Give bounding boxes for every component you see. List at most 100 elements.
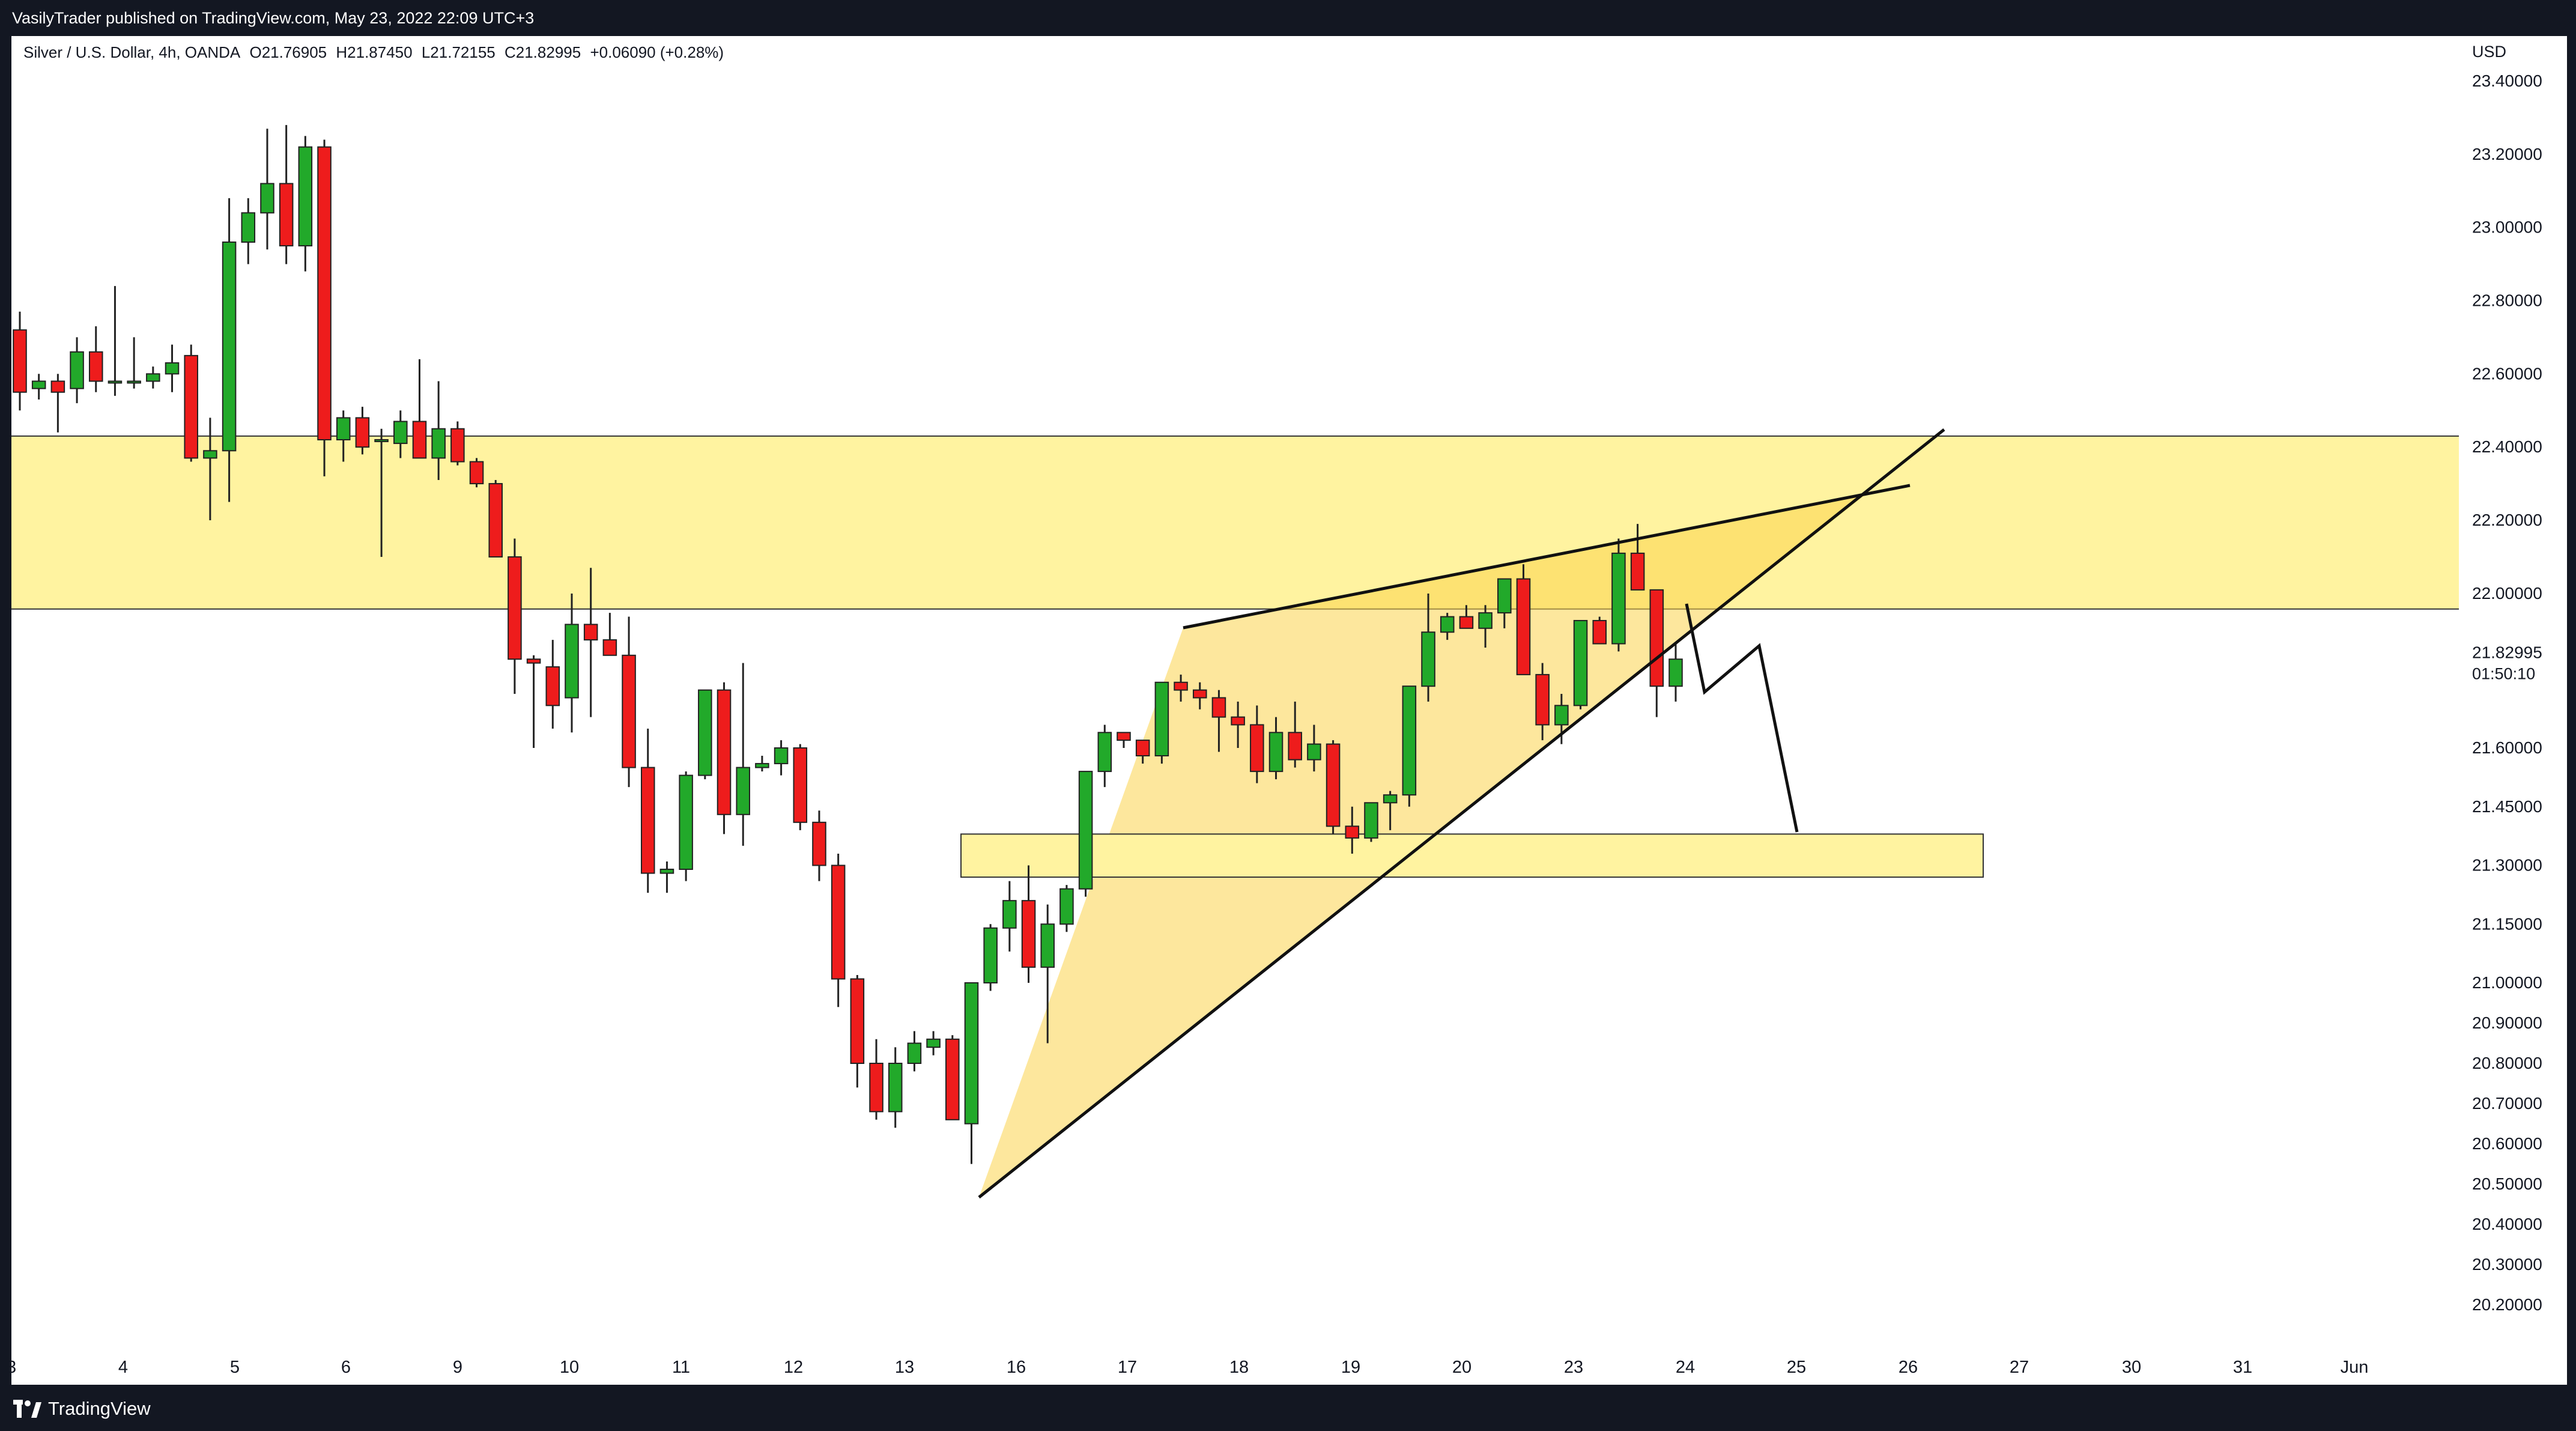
candle-body[interactable] bbox=[622, 654, 636, 768]
candle-body[interactable] bbox=[1440, 616, 1455, 633]
candle-body[interactable] bbox=[983, 927, 998, 984]
candle-body[interactable] bbox=[31, 380, 46, 389]
candle-body[interactable] bbox=[1174, 681, 1188, 691]
candle-body[interactable] bbox=[1097, 732, 1112, 773]
candle-body[interactable] bbox=[755, 763, 769, 768]
candle-body[interactable] bbox=[184, 354, 198, 459]
candle-body[interactable] bbox=[1231, 716, 1245, 726]
candle-body[interactable] bbox=[1630, 552, 1645, 591]
candlestick-chart[interactable]: USD 23.40000 23.20000 23.00000 22.80000 22.60… bbox=[7, 36, 2567, 1385]
y-tick-label: 21.00000 bbox=[2472, 973, 2542, 992]
candle-body[interactable] bbox=[964, 982, 979, 1125]
candle-body[interactable] bbox=[298, 146, 313, 247]
candle-body[interactable] bbox=[1535, 673, 1550, 726]
y-tick-label: 20.60000 bbox=[2472, 1134, 2542, 1153]
candle-body[interactable] bbox=[13, 329, 27, 393]
tradingview-logo[interactable]: TradingView bbox=[13, 1397, 151, 1421]
candle-body[interactable] bbox=[336, 417, 351, 440]
x-tick-label: 30 bbox=[2122, 1358, 2141, 1377]
candle-body[interactable] bbox=[850, 978, 865, 1064]
candle-body[interactable] bbox=[1040, 923, 1055, 968]
candle-body[interactable] bbox=[698, 689, 712, 776]
candle-body[interactable] bbox=[1117, 732, 1131, 741]
candle-body[interactable] bbox=[450, 428, 465, 463]
y-tick-label: 21.60000 bbox=[2472, 738, 2542, 757]
candle-body[interactable] bbox=[393, 421, 408, 445]
candle-body[interactable] bbox=[127, 380, 141, 384]
candle-body[interactable] bbox=[1002, 900, 1017, 929]
candle-body[interactable] bbox=[1021, 900, 1036, 968]
candle-body[interactable] bbox=[1078, 771, 1093, 890]
chart-panel[interactable]: USD 23.40000 23.20000 23.00000 22.80000 22.60… bbox=[7, 36, 2567, 1385]
candle-body[interactable] bbox=[1307, 743, 1321, 761]
y-tick-label: 22.20000 bbox=[2472, 511, 2542, 529]
candle-body[interactable] bbox=[1326, 743, 1341, 827]
candle-body[interactable] bbox=[355, 417, 370, 448]
candle-body[interactable] bbox=[565, 624, 579, 699]
candle-body[interactable] bbox=[602, 639, 617, 656]
candle-body[interactable] bbox=[869, 1063, 883, 1113]
candle-body[interactable] bbox=[1211, 697, 1226, 718]
candle-body[interactable] bbox=[888, 1063, 903, 1113]
candle-body[interactable] bbox=[1668, 658, 1683, 687]
candle-body[interactable] bbox=[1059, 888, 1074, 925]
candle-body[interactable] bbox=[526, 658, 541, 664]
candle-body[interactable] bbox=[1611, 552, 1626, 645]
candle-body[interactable] bbox=[1554, 705, 1569, 726]
candle-body[interactable] bbox=[317, 146, 332, 440]
candle-body[interactable] bbox=[1478, 612, 1493, 629]
candle-body[interactable] bbox=[241, 212, 256, 243]
candle-body[interactable] bbox=[1135, 740, 1150, 757]
candle-body[interactable] bbox=[793, 747, 808, 823]
candle-body[interactable] bbox=[907, 1042, 922, 1064]
candle-body[interactable] bbox=[945, 1038, 960, 1120]
candle-body[interactable] bbox=[717, 689, 732, 815]
candle-body[interactable] bbox=[1497, 578, 1512, 614]
x-tick-label: 25 bbox=[1787, 1358, 1806, 1377]
y-tick-label: 22.60000 bbox=[2472, 364, 2542, 383]
candle-body[interactable] bbox=[679, 774, 693, 870]
candle-body[interactable] bbox=[1383, 794, 1398, 804]
x-tick-label: 3 bbox=[11, 1358, 16, 1377]
candle-body[interactable] bbox=[1250, 724, 1264, 773]
candle-body[interactable] bbox=[1192, 689, 1207, 699]
candle-body[interactable] bbox=[279, 183, 294, 247]
candle-body[interactable] bbox=[1573, 619, 1588, 706]
candle-body[interactable] bbox=[108, 380, 123, 384]
candle-body[interactable] bbox=[1592, 619, 1607, 645]
y-tick-label: 23.40000 bbox=[2472, 71, 2542, 90]
candle-body[interactable] bbox=[488, 483, 503, 558]
candle-body[interactable] bbox=[545, 666, 560, 706]
candle-body[interactable] bbox=[260, 183, 274, 214]
candle-body[interactable] bbox=[203, 450, 217, 459]
candle-body[interactable] bbox=[640, 767, 655, 874]
candle-body[interactable] bbox=[583, 624, 598, 641]
candle-body[interactable] bbox=[1649, 589, 1664, 687]
candle-body[interactable] bbox=[1345, 825, 1360, 839]
candle-body[interactable] bbox=[165, 362, 180, 375]
candle-body[interactable] bbox=[659, 869, 674, 874]
candle-body[interactable] bbox=[1288, 732, 1302, 761]
candle-body[interactable] bbox=[1516, 578, 1531, 675]
candle-body[interactable] bbox=[70, 351, 84, 389]
candle-body[interactable] bbox=[469, 461, 484, 485]
candle-body[interactable] bbox=[774, 747, 789, 765]
candle-body[interactable] bbox=[1402, 685, 1417, 796]
candle-body[interactable] bbox=[50, 380, 65, 393]
candle-body[interactable] bbox=[88, 351, 103, 382]
candle-body[interactable] bbox=[146, 373, 160, 382]
candle-body[interactable] bbox=[1421, 631, 1435, 687]
candle-body[interactable] bbox=[831, 864, 846, 980]
candle-body[interactable] bbox=[374, 439, 389, 442]
candle-body[interactable] bbox=[508, 556, 522, 660]
candle-body[interactable] bbox=[431, 428, 446, 459]
candle-body[interactable] bbox=[1154, 681, 1169, 757]
candle-body[interactable] bbox=[812, 821, 826, 866]
candle-body[interactable] bbox=[1364, 802, 1378, 839]
candle-body[interactable] bbox=[926, 1038, 941, 1048]
candle-body[interactable] bbox=[1459, 616, 1474, 629]
candle-body[interactable] bbox=[736, 767, 750, 815]
candle-body[interactable] bbox=[222, 242, 237, 452]
candle-body[interactable] bbox=[412, 421, 427, 459]
candle-body[interactable] bbox=[1268, 732, 1283, 773]
